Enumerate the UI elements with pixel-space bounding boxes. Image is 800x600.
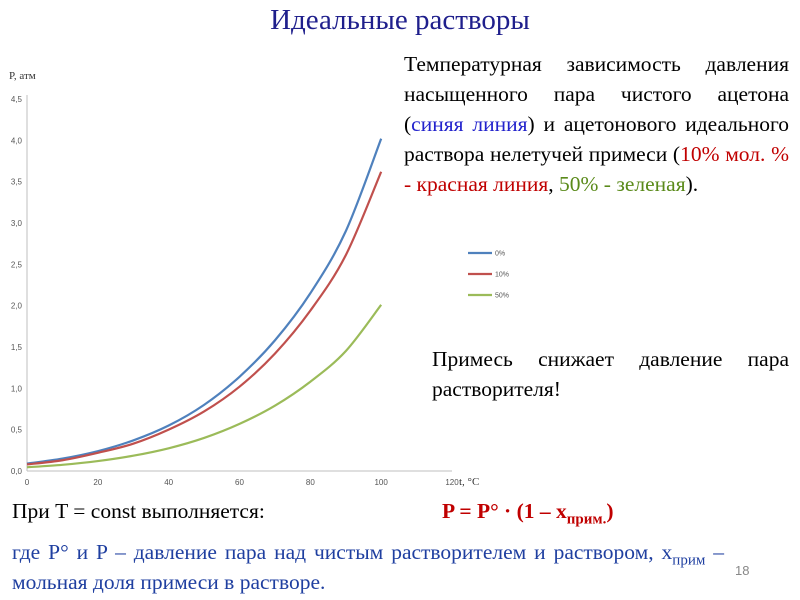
y-tick-label: 0,0 xyxy=(11,467,23,476)
series-line-1 xyxy=(26,171,383,466)
legend-label-0: 0% xyxy=(495,251,505,258)
x-tick-label: 80 xyxy=(306,478,315,487)
series-line-0 xyxy=(26,138,383,465)
y-tick-label: 3,5 xyxy=(11,178,23,187)
x-tick-label: 60 xyxy=(235,478,244,487)
x-tick-label: 0 xyxy=(25,478,30,487)
raoult-formula: P = P° · (1 – xприм.) xyxy=(442,499,614,528)
page-number: 18 xyxy=(735,563,750,578)
y-tick-label: 2,0 xyxy=(11,302,23,311)
chart-axes: 0,0 0,5 1,0 1,5 2,0 2,5 3,0 3,5 4,0 4,5 0 20 40 60 80 1… xyxy=(9,70,479,488)
x-tick-label: 20 xyxy=(93,478,102,487)
chart-series xyxy=(26,138,383,469)
conclusion-note: Примесь снижает давление пара растворите… xyxy=(432,347,789,401)
chart-description: Температурная зависимость давления насыщ… xyxy=(404,52,790,196)
formula-explanation: где P° и P – давление пара над чистым ра… xyxy=(12,540,725,594)
y-tick-label: 4,0 xyxy=(11,136,23,145)
slide-title: Идеальные растворы xyxy=(270,4,530,36)
chart-legend: 0% 10% 50% xyxy=(468,251,509,300)
legend-label-1: 10% xyxy=(495,272,509,279)
x-tick-label: 120 xyxy=(445,478,459,487)
series-line-2 xyxy=(26,304,383,469)
y-tick-label: 1,5 xyxy=(11,343,23,352)
y-tick-label: 0,5 xyxy=(11,426,23,435)
vapor-pressure-chart: 0,0 0,5 1,0 1,5 2,0 2,5 3,0 3,5 4,0 4,5 0 20 40 60 80 1… xyxy=(9,70,509,488)
x-tick-label: 40 xyxy=(164,478,173,487)
y-axis-label: P, атм xyxy=(9,70,36,82)
x-tick-label: 100 xyxy=(374,478,388,487)
y-tick-label: 1,0 xyxy=(11,384,23,393)
condition-text: При T = const выполняется: xyxy=(12,499,265,523)
x-axis-label: t, °C xyxy=(459,476,479,488)
legend-label-2: 50% xyxy=(495,293,509,300)
y-tick-label: 4,5 xyxy=(11,95,23,104)
y-tick-label: 2,5 xyxy=(11,260,23,269)
y-tick-label: 3,0 xyxy=(11,219,23,228)
